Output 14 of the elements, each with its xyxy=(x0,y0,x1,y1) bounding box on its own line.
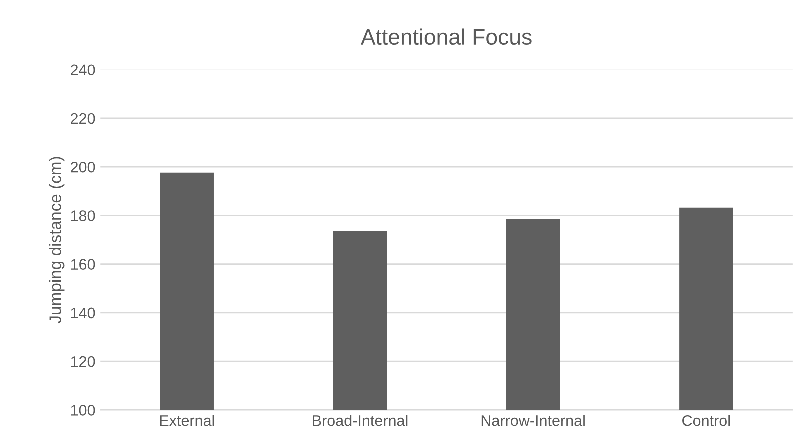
y-tick-label: 100 xyxy=(71,405,96,416)
x-tick-label: Control xyxy=(682,415,730,426)
y-tick-label: 180 xyxy=(71,210,96,222)
y-tick-label: 240 xyxy=(71,64,96,76)
y-tick-label: 160 xyxy=(71,259,96,270)
y-axis-title: Jumping distance (cm) xyxy=(49,157,65,324)
chart-title: Attentional Focus xyxy=(360,28,532,46)
y-tick-label: 140 xyxy=(71,308,96,319)
x-tick-label: Broad-Internal xyxy=(313,415,408,426)
y-tick-label: 220 xyxy=(71,113,96,124)
x-tick-label: External xyxy=(160,415,214,426)
x-tick-label: Narrow-Internal xyxy=(482,415,585,426)
y-tick-label: 200 xyxy=(71,162,96,173)
y-tick-label: 120 xyxy=(71,356,96,368)
